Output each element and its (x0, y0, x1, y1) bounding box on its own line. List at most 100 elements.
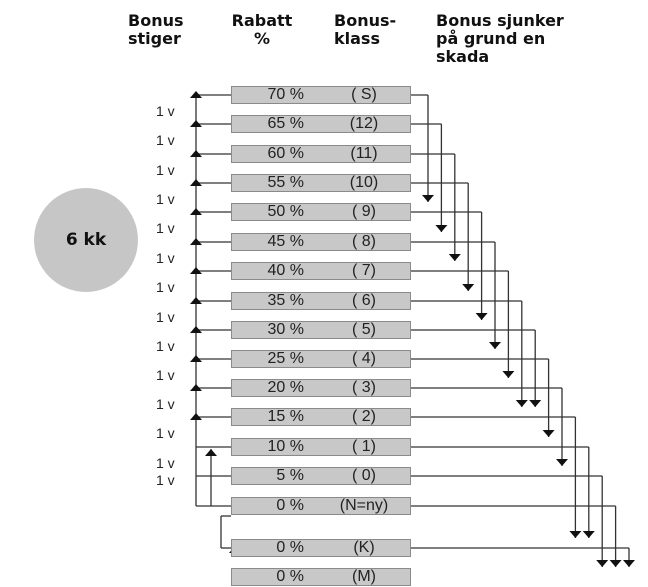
step-label: 1 v (156, 132, 175, 148)
drop-arrow (596, 560, 609, 567)
step-label: 1 v (156, 250, 175, 266)
rise-arrow (190, 267, 202, 274)
step-label: 1 v (156, 220, 175, 236)
waiting-period-circle: 6 kk (34, 188, 138, 292)
step-label: 1 v (156, 455, 175, 471)
rabatt-value: 0 % (276, 497, 304, 514)
rabatt-value: 65 % (267, 115, 304, 132)
header-bonus-stiger: Bonus stiger (128, 11, 184, 48)
bonusklass-value: ( 1) (352, 438, 376, 455)
bonusklass-value: ( 4) (352, 350, 376, 367)
bonus-row: 0 % (K) (231, 539, 411, 557)
step-label: 1 v (156, 472, 175, 488)
drop-arrow (529, 400, 542, 407)
bonus-row: 40 % ( 7) (231, 262, 411, 280)
step-label: 1 v (156, 309, 175, 325)
step-label: 1 v (156, 425, 175, 441)
rabatt-value: 0 % (276, 568, 304, 585)
rise-arrow (190, 208, 202, 215)
bonusklass-value: ( 9) (352, 203, 376, 220)
step-label: 1 v (156, 338, 175, 354)
rabatt-value: 60 % (267, 145, 304, 162)
rise-arrow (190, 384, 202, 391)
bonus-row: 15 % ( 2) (231, 408, 411, 426)
bonusklass-value: ( 6) (352, 292, 376, 309)
step-label: 1 v (156, 103, 175, 119)
drop-arrow (556, 459, 568, 466)
bonusklass-value: ( 5) (352, 321, 376, 338)
drop-arrow (542, 430, 555, 437)
rabatt-value: 5 % (276, 467, 304, 484)
circle-label: 6 kk (65, 230, 107, 250)
drop-arrow (623, 560, 635, 567)
drop-arrow (569, 531, 582, 538)
drop-arrow (515, 400, 528, 407)
step-label: 1 v (156, 191, 175, 207)
drop-arrow (462, 284, 475, 291)
drop-arrow (582, 531, 595, 538)
bonus-row: 50 % ( 9) (231, 203, 411, 221)
bonusklass-value: ( 8) (352, 233, 376, 250)
bonus-row: 20 % ( 3) (231, 379, 411, 397)
rabatt-value: 20 % (267, 379, 304, 396)
drop-arrow (448, 254, 461, 261)
step-label: 1 v (156, 162, 175, 178)
rabatt-value: 45 % (267, 233, 304, 250)
rise-arrow (205, 449, 217, 456)
drop-arrow (489, 342, 501, 349)
bonusklass-value: ( S) (351, 86, 377, 103)
bonus-row: 25 % ( 4) (231, 350, 411, 368)
rise-arrow (190, 297, 202, 304)
bonus-row: 70 % ( S) (231, 86, 411, 104)
step-label: 1 v (156, 396, 175, 412)
rise-arrow (190, 120, 202, 127)
bonus-row: 35 % ( 6) (231, 292, 411, 310)
rabatt-value: 25 % (267, 350, 304, 367)
header-bonus-sjunker: Bonus sjunker på grund en skada (436, 11, 564, 66)
bonusklass-value: ( 3) (352, 379, 376, 396)
rise-arrow (190, 179, 202, 186)
drop-arrow (475, 313, 488, 320)
header-bonusklass: Bonus- klass (334, 11, 397, 48)
rise-arrow (190, 150, 202, 157)
rabatt-value: 40 % (267, 262, 304, 279)
drop-arrow (435, 225, 448, 232)
bonus-row: 0 % (M) (231, 568, 411, 586)
bonusklass-value: ( 0) (352, 467, 376, 484)
bonusklass-value: (M) (352, 568, 376, 585)
bonus-row: 45 % ( 8) (231, 233, 411, 251)
bonus-row: 60 % (11) (231, 145, 411, 163)
bonus-row: 65 % (12) (231, 115, 411, 133)
bonus-row: 30 % ( 5) (231, 321, 411, 339)
rise-arrow (190, 91, 202, 98)
bonus-row: 10 % ( 1) (231, 438, 411, 456)
bonus-row: 5 % ( 0) (231, 467, 411, 485)
bonus-row: 55 % (10) (231, 174, 411, 192)
rabatt-value: 10 % (267, 438, 304, 455)
rise-arrow (190, 326, 202, 333)
drop-arrow (422, 195, 434, 202)
step-label: 1 v (156, 279, 175, 295)
bonusklass-value: (N=ny) (339, 497, 389, 514)
rise-arrow (190, 355, 202, 362)
rabatt-value: 50 % (267, 203, 304, 220)
rabatt-value: 55 % (267, 174, 304, 191)
bonusklass-value: (12) (349, 115, 379, 132)
bonusklass-value: (K) (353, 539, 375, 556)
rise-arrow (190, 413, 202, 420)
bonusklass-value: (10) (349, 174, 379, 191)
bonusklass-value: (11) (350, 145, 378, 162)
rise-arrow (190, 238, 202, 245)
step-label: 1 v (156, 367, 175, 383)
rabatt-value: 0 % (276, 539, 304, 556)
rabatt-value: 30 % (267, 321, 304, 338)
rabatt-value: 70 % (267, 86, 304, 103)
drop-arrow (609, 560, 622, 567)
bonus-row: 0 % (N=ny) (231, 497, 411, 515)
bonusklass-value: ( 7) (352, 262, 376, 279)
header-rabatt: Rabatt % (231, 11, 293, 48)
bonusklass-value: ( 2) (352, 408, 376, 425)
rabatt-value: 15 % (267, 408, 304, 425)
connector-lines (190, 91, 635, 567)
